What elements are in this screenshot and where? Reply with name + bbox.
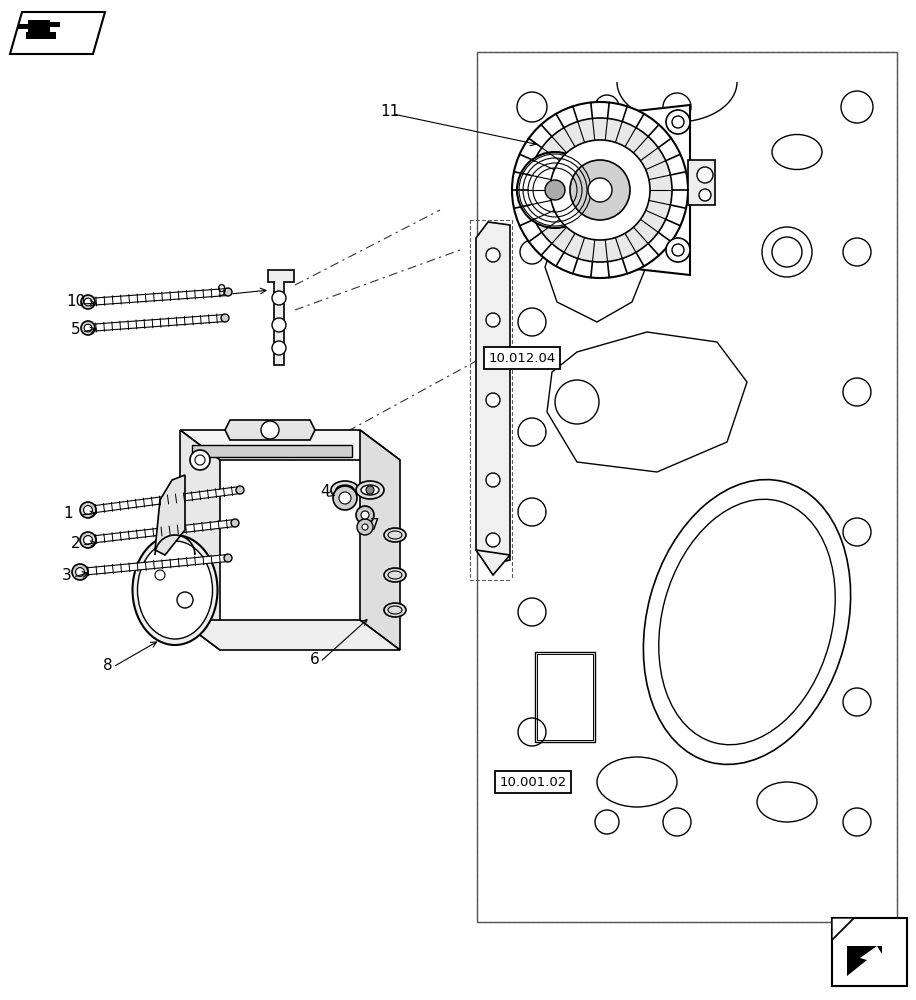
Circle shape bbox=[545, 180, 565, 200]
Ellipse shape bbox=[356, 481, 384, 499]
Circle shape bbox=[221, 314, 229, 322]
Circle shape bbox=[486, 473, 500, 487]
Polygon shape bbox=[180, 620, 400, 650]
Circle shape bbox=[588, 178, 612, 202]
Circle shape bbox=[83, 506, 93, 514]
Text: 6: 6 bbox=[311, 652, 320, 668]
Polygon shape bbox=[88, 520, 235, 543]
Ellipse shape bbox=[137, 541, 213, 639]
Bar bbox=[192, 445, 352, 457]
Polygon shape bbox=[88, 289, 228, 305]
Polygon shape bbox=[155, 475, 185, 555]
Polygon shape bbox=[360, 430, 400, 650]
Ellipse shape bbox=[384, 528, 406, 542]
Polygon shape bbox=[80, 555, 228, 575]
Circle shape bbox=[81, 321, 95, 335]
Circle shape bbox=[550, 140, 650, 240]
Ellipse shape bbox=[336, 485, 354, 495]
Text: 10: 10 bbox=[66, 294, 85, 310]
Circle shape bbox=[357, 519, 373, 535]
Bar bbox=[537, 654, 593, 740]
Circle shape bbox=[356, 506, 374, 524]
Text: 3: 3 bbox=[62, 568, 71, 582]
Circle shape bbox=[517, 152, 593, 228]
Polygon shape bbox=[847, 946, 882, 976]
Polygon shape bbox=[268, 270, 294, 365]
Bar bbox=[26, 32, 56, 39]
Circle shape bbox=[486, 393, 500, 407]
Text: 9: 9 bbox=[217, 284, 227, 300]
Text: 11: 11 bbox=[380, 104, 399, 119]
Circle shape bbox=[231, 519, 239, 527]
Circle shape bbox=[339, 492, 351, 504]
Circle shape bbox=[224, 288, 232, 296]
Bar bbox=[535, 652, 595, 742]
Bar bbox=[50, 22, 60, 27]
Circle shape bbox=[84, 298, 92, 306]
Circle shape bbox=[341, 486, 349, 494]
Circle shape bbox=[699, 189, 711, 201]
Text: 5: 5 bbox=[71, 322, 81, 338]
Circle shape bbox=[361, 511, 369, 519]
Circle shape bbox=[224, 554, 232, 562]
Circle shape bbox=[190, 450, 210, 470]
Circle shape bbox=[528, 118, 672, 262]
Circle shape bbox=[261, 421, 279, 439]
Circle shape bbox=[486, 248, 500, 262]
Polygon shape bbox=[180, 430, 400, 460]
Circle shape bbox=[570, 160, 630, 220]
Text: 10.001.02: 10.001.02 bbox=[499, 776, 567, 788]
Circle shape bbox=[80, 532, 96, 548]
Text: 7: 7 bbox=[370, 518, 380, 532]
Text: 4: 4 bbox=[321, 485, 330, 499]
Text: 10.012.04: 10.012.04 bbox=[488, 352, 556, 364]
Circle shape bbox=[697, 167, 713, 183]
Circle shape bbox=[76, 568, 84, 576]
Circle shape bbox=[272, 318, 286, 332]
Ellipse shape bbox=[384, 568, 406, 582]
Text: 1: 1 bbox=[63, 506, 72, 520]
Polygon shape bbox=[88, 315, 225, 331]
Bar bbox=[28, 20, 50, 32]
Circle shape bbox=[272, 291, 286, 305]
Circle shape bbox=[83, 536, 93, 544]
Circle shape bbox=[512, 102, 688, 278]
Polygon shape bbox=[225, 420, 315, 440]
Polygon shape bbox=[688, 160, 715, 205]
Text: 8: 8 bbox=[104, 658, 113, 672]
Polygon shape bbox=[476, 222, 510, 565]
Circle shape bbox=[666, 110, 690, 134]
Circle shape bbox=[272, 341, 286, 355]
Bar bbox=[18, 24, 30, 29]
Polygon shape bbox=[180, 430, 220, 650]
Bar bbox=[477, 52, 897, 922]
Circle shape bbox=[486, 313, 500, 327]
Polygon shape bbox=[10, 12, 105, 54]
Circle shape bbox=[362, 524, 368, 530]
Text: 2: 2 bbox=[71, 536, 81, 550]
Ellipse shape bbox=[133, 535, 217, 645]
Circle shape bbox=[333, 486, 357, 510]
Polygon shape bbox=[88, 487, 241, 513]
Circle shape bbox=[666, 238, 690, 262]
Circle shape bbox=[366, 486, 374, 494]
Ellipse shape bbox=[361, 485, 379, 495]
Ellipse shape bbox=[331, 481, 359, 499]
Polygon shape bbox=[555, 105, 690, 275]
Polygon shape bbox=[476, 550, 510, 575]
Circle shape bbox=[80, 502, 96, 518]
Circle shape bbox=[81, 295, 95, 309]
Circle shape bbox=[486, 533, 500, 547]
Circle shape bbox=[72, 564, 88, 580]
Ellipse shape bbox=[384, 603, 406, 617]
Circle shape bbox=[84, 324, 92, 332]
Polygon shape bbox=[832, 918, 854, 940]
Bar bbox=[832, 918, 907, 986]
Circle shape bbox=[236, 486, 244, 494]
